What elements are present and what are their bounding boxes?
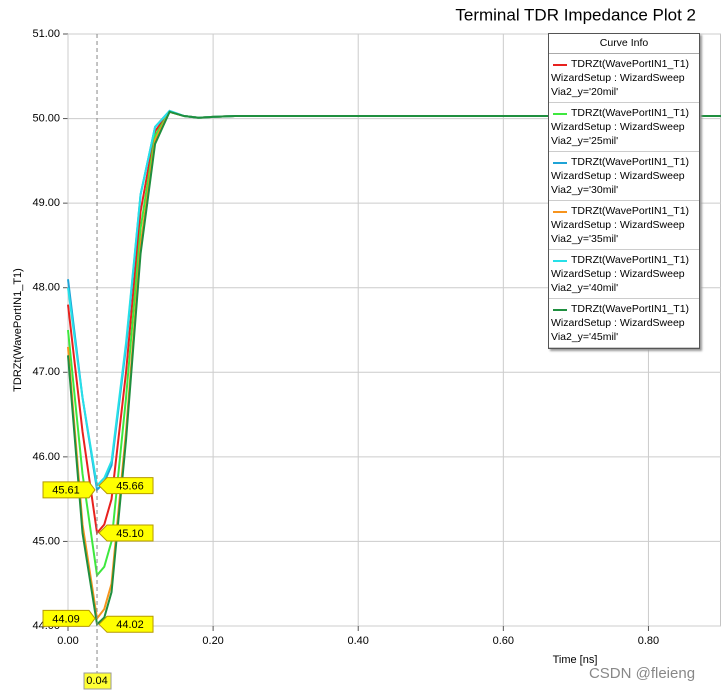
y-tick-label: 50.00 bbox=[32, 112, 60, 124]
legend-swatch bbox=[553, 113, 567, 115]
legend-swatch bbox=[553, 260, 567, 262]
x-tick-label: 0.40 bbox=[348, 635, 369, 647]
legend-swatch bbox=[553, 162, 567, 164]
marker-label: 44.09 bbox=[52, 613, 80, 625]
y-tick-label: 49.00 bbox=[32, 197, 60, 209]
legend-label: TDRZt(WavePortIN1_T1) WizardSetup : Wiza… bbox=[551, 156, 690, 196]
marker-box bbox=[98, 524, 154, 542]
y-tick-label: 48.00 bbox=[32, 282, 60, 294]
y-tick-label: 51.00 bbox=[32, 28, 60, 40]
legend-swatch bbox=[553, 64, 567, 66]
legend-entry: TDRZt(WavePortIN1_T1) WizardSetup : Wiza… bbox=[549, 250, 699, 299]
x-tick-label: 0.60 bbox=[493, 635, 514, 647]
legend-swatch bbox=[553, 211, 567, 213]
marker-box bbox=[42, 609, 96, 627]
marker-box bbox=[98, 615, 154, 633]
x-axis-label: Time [ns] bbox=[553, 654, 598, 666]
legend: Curve Info TDRZt(WavePortIN1_T1) WizardS… bbox=[548, 33, 700, 349]
legend-swatch bbox=[553, 309, 567, 311]
legend-entry: TDRZt(WavePortIN1_T1) WizardSetup : Wiza… bbox=[549, 152, 699, 201]
x-tick-label: 0.00 bbox=[57, 635, 78, 647]
legend-entry: TDRZt(WavePortIN1_T1) WizardSetup : Wiza… bbox=[549, 103, 699, 152]
y-tick-label: 46.00 bbox=[32, 451, 60, 463]
marker-label: 45.10 bbox=[116, 528, 144, 540]
marker-x-label: 0.04 bbox=[86, 675, 107, 687]
x-tick-label: 0.20 bbox=[202, 635, 223, 647]
y-axis-label: TDRZt(WavePortIN1_T1) bbox=[12, 268, 24, 392]
marker-x-box bbox=[83, 672, 112, 690]
legend-label: TDRZt(WavePortIN1_T1) WizardSetup : Wiza… bbox=[551, 107, 690, 147]
watermark: CSDN @fleieng bbox=[589, 665, 695, 682]
y-tick-label: 47.00 bbox=[32, 366, 60, 378]
legend-label: TDRZt(WavePortIN1_T1) WizardSetup : Wiza… bbox=[551, 205, 690, 245]
legend-label: TDRZt(WavePortIN1_T1) WizardSetup : Wiza… bbox=[551, 58, 690, 98]
y-tick-label: 45.00 bbox=[32, 535, 60, 547]
marker-label: 44.02 bbox=[116, 619, 144, 631]
chart-title: Terminal TDR Impedance Plot 2 bbox=[455, 5, 696, 24]
legend-entry: TDRZt(WavePortIN1_T1) WizardSetup : Wiza… bbox=[549, 299, 699, 348]
marker-box bbox=[42, 481, 96, 499]
legend-title: Curve Info bbox=[549, 34, 699, 54]
marker-label: 45.61 bbox=[52, 485, 80, 497]
legend-entry: TDRZt(WavePortIN1_T1) WizardSetup : Wiza… bbox=[549, 54, 699, 103]
marker-label: 45.66 bbox=[116, 481, 144, 493]
marker-box bbox=[98, 477, 154, 495]
legend-label: TDRZt(WavePortIN1_T1) WizardSetup : Wiza… bbox=[551, 303, 690, 343]
legend-label: TDRZt(WavePortIN1_T1) WizardSetup : Wiza… bbox=[551, 254, 690, 294]
legend-entry: TDRZt(WavePortIN1_T1) WizardSetup : Wiza… bbox=[549, 201, 699, 250]
x-tick-label: 0.80 bbox=[638, 635, 659, 647]
series-line bbox=[67, 110, 721, 627]
